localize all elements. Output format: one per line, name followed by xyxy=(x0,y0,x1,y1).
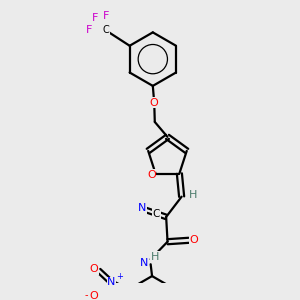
Text: O: O xyxy=(189,235,198,245)
Text: C: C xyxy=(102,25,109,35)
Text: N: N xyxy=(107,278,116,287)
Text: O: O xyxy=(150,98,159,108)
Text: F: F xyxy=(86,25,93,35)
Text: H: H xyxy=(189,190,198,200)
Text: -: - xyxy=(84,290,88,300)
Text: O: O xyxy=(147,170,156,180)
Text: O: O xyxy=(89,264,98,274)
Text: +: + xyxy=(116,272,123,281)
Text: H: H xyxy=(151,252,159,262)
Text: N: N xyxy=(140,258,148,268)
Text: O: O xyxy=(90,291,98,300)
Text: C: C xyxy=(153,208,160,218)
Text: N: N xyxy=(138,203,147,214)
Text: F: F xyxy=(103,11,110,21)
Text: F: F xyxy=(92,14,98,23)
